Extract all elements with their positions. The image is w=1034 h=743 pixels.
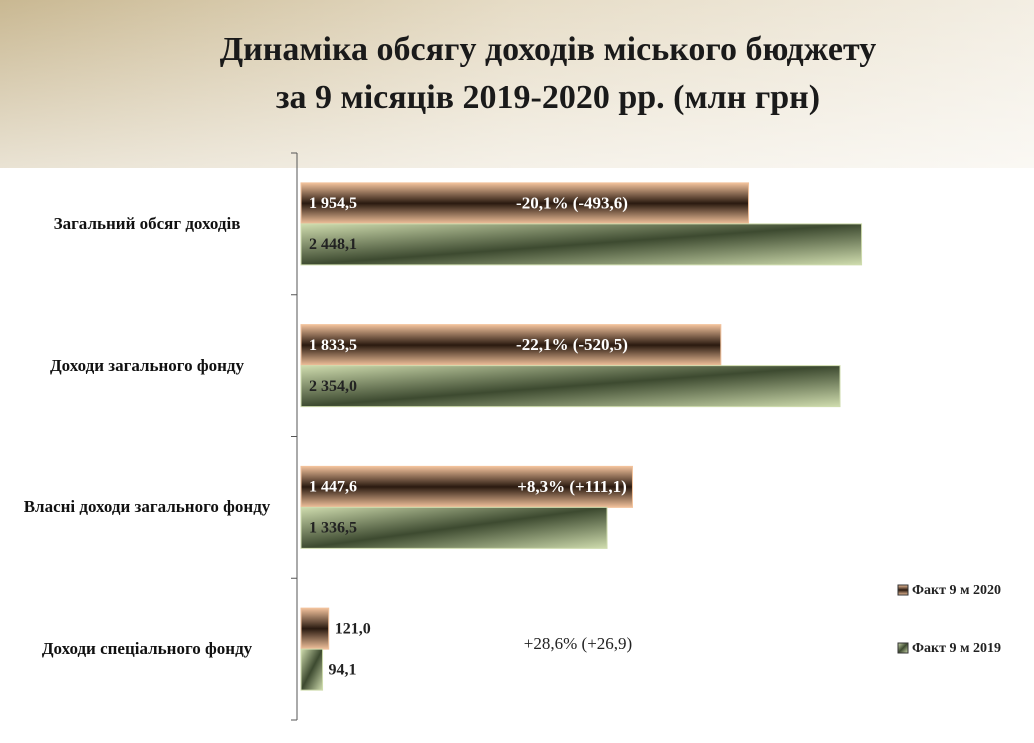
value-label: 2 448,1 xyxy=(309,236,357,253)
bar xyxy=(300,365,841,408)
value-label: 2 354,0 xyxy=(309,378,357,395)
annotation: -20,1% (-493,6) xyxy=(516,193,628,212)
bar xyxy=(300,182,750,225)
bar xyxy=(300,648,324,691)
annotation: +28,6% (+26,9) xyxy=(524,634,632,653)
category-label: Загальний обсяг доходів xyxy=(53,213,241,233)
header-fade xyxy=(0,0,1034,168)
value-label: 1 336,5 xyxy=(309,520,357,537)
annotation: -22,1% (-520,5) xyxy=(516,335,628,354)
legend-label: Факт 9 м 2019 xyxy=(912,641,1001,656)
legend-swatch xyxy=(897,584,909,596)
annotation: +8,3% (+111,1) xyxy=(517,477,627,496)
value-label: 1 954,5 xyxy=(309,195,357,212)
value-label: 1 833,5 xyxy=(309,337,357,354)
bar xyxy=(300,465,633,508)
value-label: 1 447,6 xyxy=(309,479,357,496)
category-label: Доходи спеціального фонду xyxy=(41,639,253,659)
value-label: 121,0 xyxy=(335,620,371,637)
chart-subtitle: за 9 місяців 2019-2020 рр. (млн грн) xyxy=(276,79,820,116)
legend-swatch xyxy=(897,642,909,654)
chart-title: Динаміка обсягу доходів міського бюджету xyxy=(220,31,876,68)
category-label: Власні доходи загального фонду xyxy=(23,497,271,517)
bar xyxy=(300,324,722,367)
category-label: Доходи загального фонду xyxy=(49,355,244,375)
bar xyxy=(300,223,863,266)
value-label: 94,1 xyxy=(329,661,357,678)
bar xyxy=(300,607,330,650)
bar xyxy=(300,506,608,549)
legend-label: Факт 9 м 2020 xyxy=(912,583,1001,598)
